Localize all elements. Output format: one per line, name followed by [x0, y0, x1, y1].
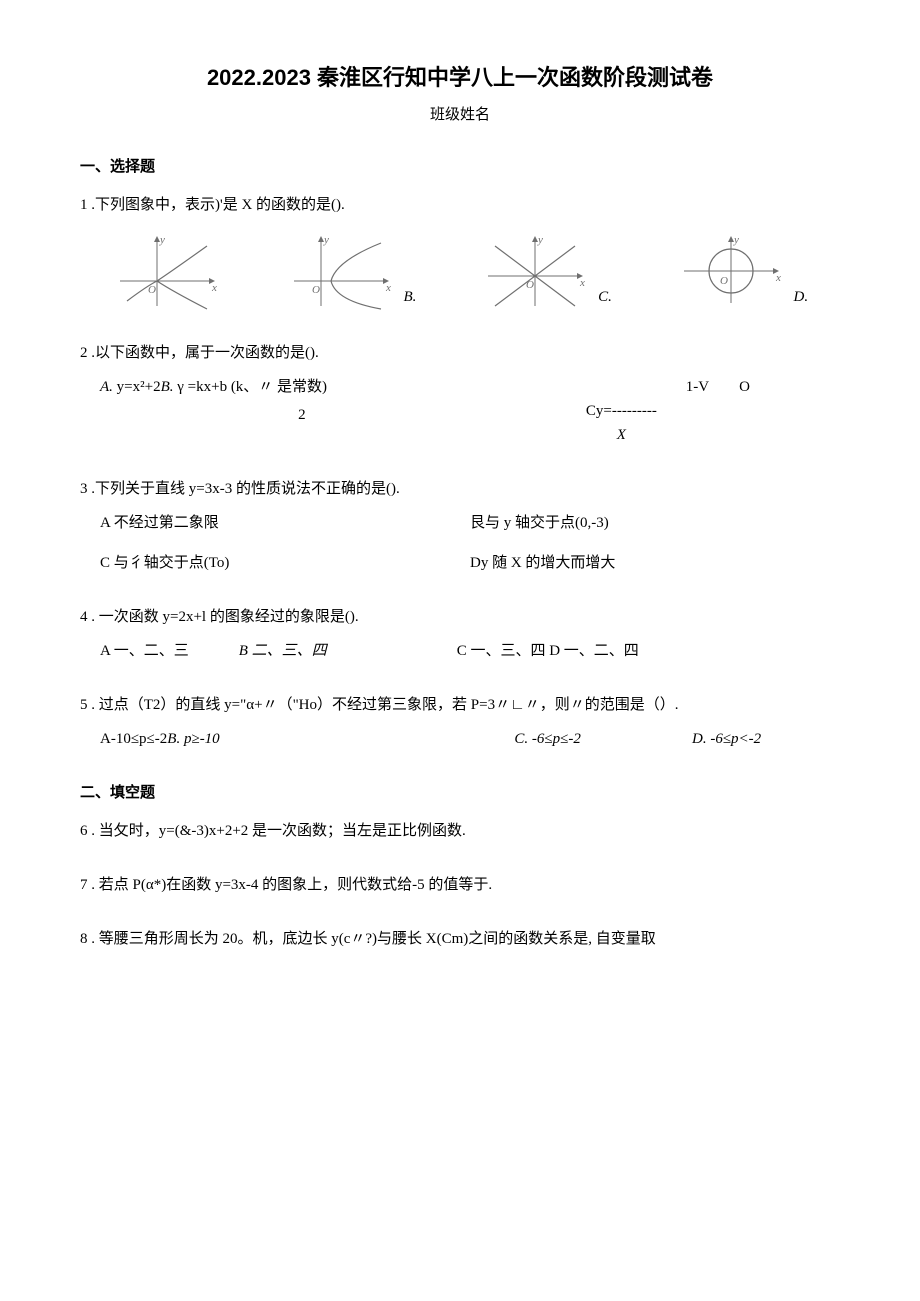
page-title: 2022.2023 秦淮区行知中学八上一次函数阶段测试卷 [80, 60, 840, 95]
q2-b-prefix: B. [161, 379, 178, 395]
q5-opt-c: C. -6≤p≤-2 [514, 727, 692, 751]
q3-opt-b: 艮与 y 轴交于点(0,-3) [470, 511, 840, 535]
q1-option-c: y x O C. [480, 231, 612, 311]
q2-b-tail: 2 [100, 403, 504, 427]
q1-label-d: D. [794, 285, 809, 309]
page-subtitle: 班级姓名 [80, 103, 840, 127]
svg-text:x: x [211, 282, 217, 294]
question-7: 7 . 若点 P(α*)在函数 y=3x-4 的图象上，则代数式给-5 的值等于… [80, 873, 840, 897]
q2-a-prefix: A. [100, 379, 117, 395]
question-2: 2 .以下函数中，属于一次函数的是(). A. y=x²+2B. γ =kx+b… [80, 341, 840, 447]
svg-text:x: x [775, 272, 781, 284]
section-heading-1: 一、选择题 [80, 155, 840, 179]
svg-text:O: O [312, 284, 320, 296]
q7-stem: 7 . 若点 P(α*)在函数 y=3x-4 的图象上，则代数式给-5 的值等于… [80, 873, 840, 897]
q3-stem: 3 .下列关于直线 y=3x-3 的性质说法不正确的是(). [80, 477, 840, 501]
q1-option-d: y x O D. [676, 231, 809, 311]
q1-graphs: y x O y x O B. y x [80, 231, 840, 311]
graph-c: y x O [480, 231, 590, 311]
svg-text:O: O [720, 275, 728, 287]
q4-opt-b: B 二、三、四 [239, 643, 327, 659]
q4-opt-a: A 一、二、三 [100, 639, 189, 663]
graph-a: y x O [112, 231, 222, 311]
question-3: 3 .下列关于直线 y=3x-3 的性质说法不正确的是(). A 不经过第二象限… [80, 477, 840, 575]
graph-d: y x O [676, 231, 786, 311]
q2-a-body: y=x²+2 [117, 379, 161, 395]
q3-opt-c: C 与彳轴交于点(To) [100, 551, 470, 575]
svg-text:y: y [733, 234, 739, 246]
q2-c-prefix: Cy= [586, 403, 612, 419]
q1-stem: 1 .下列图象中，表示)'是 X 的函数的是(). [80, 193, 840, 217]
svg-text:x: x [385, 282, 391, 294]
q4-opt-d: D 一、二、四 [549, 643, 639, 659]
svg-text:x: x [579, 277, 585, 289]
svg-text:O: O [148, 284, 156, 296]
graph-b: y x O [286, 231, 396, 311]
question-5: 5 . 过点（T2）的直线 y="α+〃（"Ho）不经过第三象限，若 P=3〃∟… [80, 693, 840, 751]
q8-stem: 8 . 等腰三角形周长为 20。机，底边长 y(c〃?)与腰长 X(Cm)之间的… [80, 927, 840, 951]
q2-d: O [739, 375, 840, 399]
q2-c-den: X [617, 423, 626, 447]
svg-text:y: y [159, 234, 165, 246]
q2-c-dash: --------- [612, 403, 657, 419]
q1-option-a: y x O [112, 231, 222, 311]
q6-stem: 6 . 当攵时，y=(&-3)x+2+2 是一次函数；当左是正比例函数. [80, 819, 840, 843]
question-4: 4 . 一次函数 y=2x+l 的图象经过的象限是(). A 一、二、三 B 二… [80, 605, 840, 663]
question-1: 1 .下列图象中，表示)'是 X 的函数的是(). y x O [80, 193, 840, 311]
q3-opt-d: Dy 随 X 的增大而增大 [470, 551, 840, 575]
q4-stem: 4 . 一次函数 y=2x+l 的图象经过的象限是(). [80, 605, 840, 629]
q1-option-b: y x O B. [286, 231, 417, 311]
q2-stem: 2 .以下函数中，属于一次函数的是(). [80, 341, 840, 365]
q1-label-c: C. [598, 285, 612, 309]
q5-stem: 5 . 过点（T2）的直线 y="α+〃（"Ho）不经过第三象限，若 P=3〃∟… [80, 693, 840, 717]
section-heading-2: 二、填空题 [80, 781, 840, 805]
q4-opt-c: C 一、三、四 [457, 643, 546, 659]
svg-text:O: O [526, 279, 534, 291]
svg-text:y: y [537, 234, 543, 246]
q2-c-num: 1-V [686, 375, 709, 399]
q2-b-body: γ =kx+b (k、〃 是常数) [177, 379, 327, 395]
question-6: 6 . 当攵时，y=(&-3)x+2+2 是一次函数；当左是正比例函数. [80, 819, 840, 843]
q3-opt-a: A 不经过第二象限 [100, 511, 470, 535]
svg-text:y: y [323, 234, 329, 246]
q5-opt-d: D. -6≤p<-2 [692, 727, 840, 751]
q5-opt-a: A-10≤p≤-2 [100, 731, 167, 747]
q5-opt-b: B. p≥-10 [167, 731, 219, 747]
question-8: 8 . 等腰三角形周长为 20。机，底边长 y(c〃?)与腰长 X(Cm)之间的… [80, 927, 840, 951]
q1-label-b: B. [404, 285, 417, 309]
